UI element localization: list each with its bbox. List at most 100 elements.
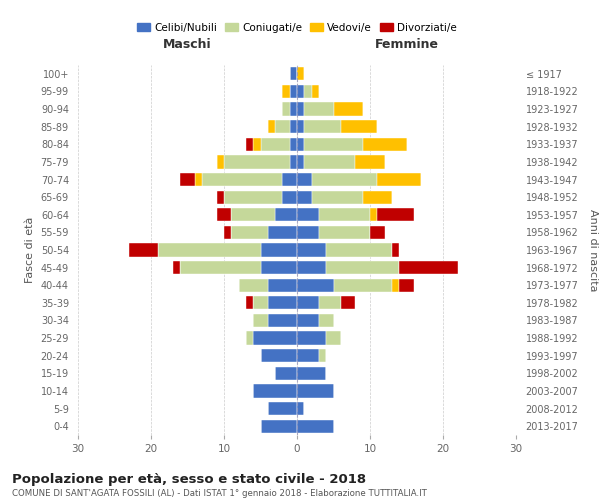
Bar (297, 120, 304, 134)
Bar (362, 190, 392, 204)
Bar (319, 208, 370, 222)
Bar (297, 138, 304, 151)
Bar (232, 226, 268, 239)
Bar (224, 226, 232, 239)
Bar (326, 261, 399, 274)
Bar (275, 208, 297, 222)
Bar (290, 67, 297, 80)
Bar (297, 261, 326, 274)
Y-axis label: Anni di nascita: Anni di nascita (588, 209, 598, 291)
Bar (253, 296, 268, 310)
Text: COMUNE DI SANT'AGATA FOSSILI (AL) - Dati ISTAT 1° gennaio 2018 - Elaborazione TU: COMUNE DI SANT'AGATA FOSSILI (AL) - Dati… (12, 489, 427, 498)
Y-axis label: Fasce di età: Fasce di età (25, 217, 35, 283)
Bar (334, 278, 392, 292)
Bar (297, 332, 326, 344)
Bar (283, 102, 290, 116)
Bar (370, 226, 385, 239)
Bar (275, 120, 290, 134)
Bar (297, 156, 304, 168)
Bar (217, 156, 224, 168)
Bar (180, 261, 260, 274)
Bar (297, 173, 311, 186)
Bar (370, 208, 377, 222)
Bar (290, 102, 297, 116)
Bar (341, 120, 377, 134)
Bar (268, 314, 297, 327)
Bar (297, 85, 304, 98)
Text: Popolazione per età, sesso e stato civile - 2018: Popolazione per età, sesso e stato civil… (12, 472, 366, 486)
Bar (290, 138, 297, 151)
Bar (311, 85, 319, 98)
Bar (297, 402, 304, 415)
Bar (173, 261, 180, 274)
Bar (297, 102, 304, 116)
Legend: Celibi/Nubili, Coniugati/e, Vedovi/e, Divorziati/e: Celibi/Nubili, Coniugati/e, Vedovi/e, Di… (133, 18, 461, 36)
Bar (224, 190, 283, 204)
Bar (297, 349, 319, 362)
Bar (355, 156, 385, 168)
Bar (399, 261, 458, 274)
Bar (260, 420, 297, 433)
Bar (246, 296, 253, 310)
Bar (297, 244, 326, 256)
Bar (304, 120, 341, 134)
Bar (253, 384, 297, 398)
Bar (311, 190, 363, 204)
Bar (202, 173, 283, 186)
Bar (283, 190, 297, 204)
Bar (217, 208, 232, 222)
Bar (246, 332, 253, 344)
Bar (253, 138, 260, 151)
Text: Maschi: Maschi (163, 38, 212, 51)
Bar (334, 102, 362, 116)
Bar (311, 173, 377, 186)
Bar (297, 208, 319, 222)
Bar (297, 296, 319, 310)
Bar (268, 296, 297, 310)
Bar (304, 138, 362, 151)
Bar (283, 85, 290, 98)
Bar (268, 120, 275, 134)
Bar (268, 278, 297, 292)
Bar (232, 208, 275, 222)
Bar (297, 384, 334, 398)
Bar (297, 366, 326, 380)
Bar (290, 120, 297, 134)
Bar (297, 314, 319, 327)
Bar (129, 244, 158, 256)
Bar (275, 366, 297, 380)
Bar (260, 244, 297, 256)
Bar (290, 156, 297, 168)
Bar (180, 173, 195, 186)
Bar (341, 296, 355, 310)
Bar (392, 278, 399, 292)
Bar (268, 226, 297, 239)
Bar (326, 332, 341, 344)
Bar (304, 102, 334, 116)
Bar (377, 173, 421, 186)
Bar (283, 173, 297, 186)
Bar (297, 67, 304, 80)
Bar (319, 314, 334, 327)
Bar (253, 314, 268, 327)
Bar (319, 349, 326, 362)
Bar (253, 332, 297, 344)
Bar (268, 402, 297, 415)
Bar (217, 190, 224, 204)
Bar (224, 156, 290, 168)
Bar (290, 85, 297, 98)
Bar (297, 278, 334, 292)
Bar (239, 278, 268, 292)
Text: Femmine: Femmine (374, 38, 439, 51)
Bar (260, 138, 290, 151)
Bar (297, 420, 334, 433)
Bar (304, 85, 311, 98)
Bar (260, 349, 297, 362)
Bar (195, 173, 202, 186)
Bar (377, 208, 414, 222)
Bar (319, 296, 341, 310)
Bar (392, 244, 399, 256)
Bar (326, 244, 392, 256)
Bar (304, 156, 355, 168)
Bar (260, 261, 297, 274)
